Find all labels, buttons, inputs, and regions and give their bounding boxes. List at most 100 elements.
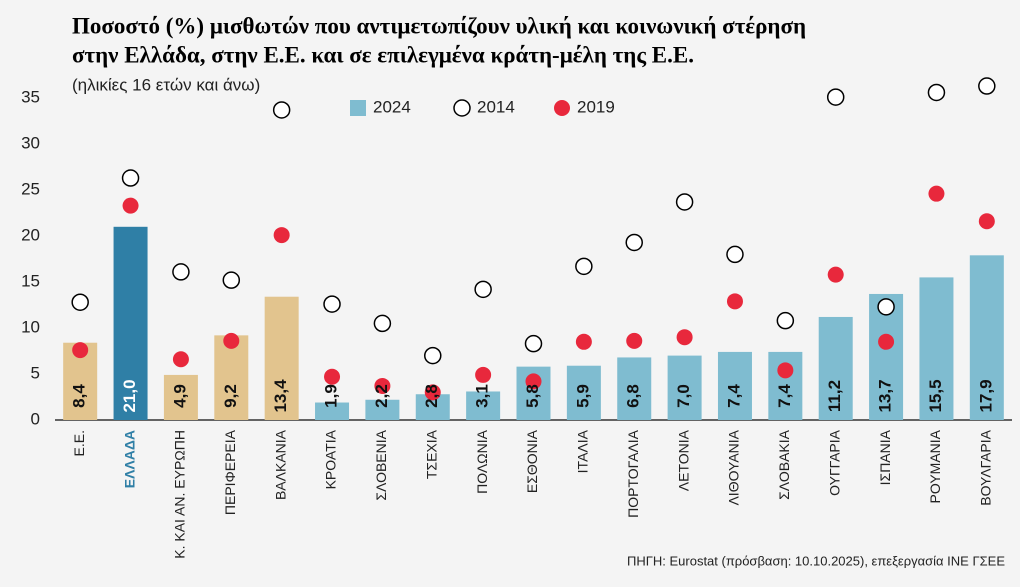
- marker-2014: [575, 257, 593, 276]
- data-label: 17,9: [976, 379, 995, 412]
- x-tick-label: ΙΤΑΛΙΑ: [575, 429, 591, 473]
- x-tick-label: ΚΡΟΑΤΙΑ: [323, 429, 339, 489]
- bar: [113, 226, 148, 420]
- marker-2019: [475, 366, 492, 383]
- data-label: 1,9: [322, 384, 341, 408]
- marker-2014: [373, 314, 392, 333]
- marker-2019: [525, 373, 542, 390]
- bar: [617, 357, 652, 420]
- bar: [466, 391, 501, 420]
- marker-2019: [726, 293, 743, 310]
- marker-2014: [172, 263, 190, 281]
- legend-label: 2014: [477, 97, 515, 116]
- marker-2014: [877, 298, 895, 316]
- x-tick-label: ΠΟΡΤΟΓΑΛΙΑ: [625, 429, 641, 518]
- chart-title: στην Ελλάδα, στην Ε.Ε. και σε επιλεγμένα…: [72, 42, 694, 67]
- bar: [717, 351, 752, 420]
- marker-2014: [625, 233, 643, 252]
- marker-2019: [928, 185, 945, 202]
- legend-swatch: [350, 100, 366, 116]
- bar: [818, 316, 853, 420]
- x-tick-label: ΛΕΤΟΝΙΑ: [675, 429, 691, 491]
- y-tick-label: 20: [21, 225, 40, 244]
- bar: [163, 374, 198, 420]
- marker-2019: [676, 329, 693, 346]
- marker-2014: [121, 169, 140, 187]
- data-label: 13,7: [876, 379, 895, 412]
- legend-swatch: [453, 99, 471, 117]
- data-label: 6,8: [624, 384, 643, 408]
- marker-2014: [826, 88, 845, 106]
- marker-2014: [776, 311, 795, 330]
- data-label: 5,9: [573, 384, 592, 408]
- marker-2019: [575, 333, 592, 350]
- marker-2019: [122, 197, 139, 214]
- marker-2014: [978, 77, 996, 95]
- x-tick-label: ΕΛΛΑΔΑ: [121, 430, 137, 488]
- marker-2014: [323, 295, 341, 313]
- x-tick-label: Κ. ΚΑΙ ΑΝ. ΕΥΡΩΠΗ: [172, 430, 188, 559]
- x-tick-label: ΟΥΓΓΑΡΙΑ: [826, 429, 842, 495]
- chart-subtitle: (ηλικίες 16 ετών και άνω): [72, 75, 260, 94]
- data-label: 7,0: [674, 384, 693, 408]
- data-label: 2,2: [372, 384, 391, 408]
- data-label: 11,2: [825, 380, 844, 412]
- marker-2014: [726, 245, 744, 264]
- marker-2014: [222, 271, 241, 289]
- data-label: 7,4: [775, 384, 794, 408]
- x-tick-label: ΤΣΕΧΙΑ: [423, 429, 439, 479]
- data-label: 9,2: [221, 384, 240, 408]
- x-tick-label: ΣΛΟΒΕΝΙΑ: [373, 429, 389, 500]
- bar: [566, 365, 601, 420]
- legend-label: 2024: [373, 97, 411, 116]
- marker-2014: [675, 193, 694, 211]
- marker-2014: [524, 334, 543, 353]
- marker-2019: [626, 332, 643, 349]
- y-tick-label: 15: [21, 271, 40, 290]
- bar: [667, 355, 702, 420]
- data-label: 5,8: [523, 384, 542, 408]
- bar: [214, 335, 249, 420]
- x-tick-label: ΠΕΡΙΦΕΡΕΙΑ: [222, 429, 238, 515]
- y-tick-label: 30: [21, 133, 40, 152]
- y-tick-label: 35: [21, 87, 40, 106]
- marker-2019: [777, 362, 794, 379]
- marker-2019: [72, 342, 89, 359]
- data-label: 3,1: [473, 384, 492, 408]
- x-tick-label: Ε.Ε.: [71, 430, 87, 456]
- data-label: 4,9: [170, 384, 189, 408]
- y-tick-label: 0: [31, 409, 40, 428]
- source-note: ΠΗΓΗ: Eurostat (πρόσβαση: 10.10.2025), ε…: [627, 553, 1005, 568]
- y-tick-label: 10: [21, 317, 40, 336]
- marker-2014: [474, 280, 492, 299]
- data-label: 7,4: [724, 384, 743, 408]
- y-tick-label: 5: [31, 363, 40, 382]
- data-label: 21,0: [120, 379, 139, 412]
- marker-2019: [223, 332, 240, 349]
- data-label: 13,4: [271, 379, 290, 413]
- bar: [264, 296, 299, 420]
- marker-2019: [374, 377, 391, 394]
- marker-2019: [324, 368, 341, 385]
- chart-title: Ποσοστό (%) μισθωτών που αντιμετωπίζουν …: [72, 13, 806, 38]
- marker-2019: [273, 227, 290, 244]
- data-label: 8,4: [70, 384, 89, 408]
- x-tick-label: ΕΣΘΟΝΙΑ: [524, 429, 540, 493]
- marker-2014: [927, 83, 946, 102]
- x-tick-label: ΡΟΥΜΑΝΙΑ: [927, 429, 943, 503]
- bar: [315, 402, 350, 420]
- x-tick-label: ΒΑΛΚΑΝΙΑ: [272, 429, 288, 500]
- marker-2019: [172, 351, 189, 368]
- x-tick-label: ΠΟΛΩΝΙΑ: [474, 429, 490, 494]
- marker-2019: [827, 266, 844, 283]
- marker-2014: [272, 101, 291, 119]
- x-tick-label: ΣΛΟΒΑΚΙΑ: [776, 429, 792, 500]
- marker-2014: [71, 293, 89, 311]
- x-tick-label: ΒΟΥΛΓΑΡΙΑ: [978, 429, 994, 505]
- data-label: 15,5: [926, 379, 945, 412]
- data-label: 2,8: [422, 384, 441, 408]
- marker-2019: [878, 333, 895, 350]
- bar: [919, 277, 954, 420]
